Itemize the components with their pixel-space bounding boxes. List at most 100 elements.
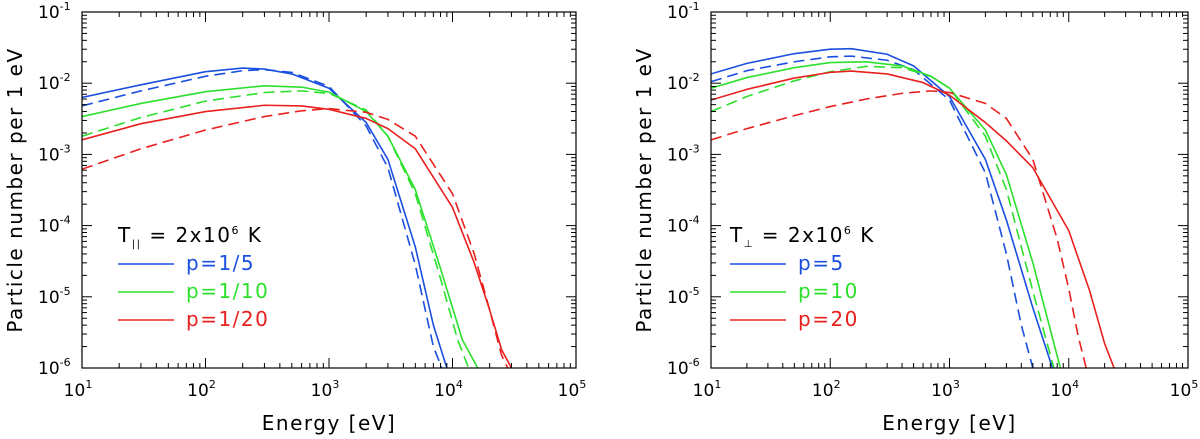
x-tick-label: 103 [311, 378, 340, 401]
x-tick-base: 10 [64, 381, 86, 401]
y-tick-base: 10 [38, 359, 60, 379]
y-tick-base: 10 [667, 359, 689, 379]
series-line-p-1-5-dashed [82, 68, 443, 368]
y-tick-base: 10 [38, 217, 60, 237]
x-tick-base: 10 [1170, 381, 1192, 401]
y-tick-base: 10 [667, 3, 689, 23]
legend-temperature-value: = 2x10 [141, 223, 231, 247]
x-tick-label: 104 [1050, 378, 1079, 401]
y-tick-exp: -5 [60, 285, 71, 298]
series-line-p-20-solid [711, 70, 1115, 368]
x-tick-label: 105 [1170, 378, 1199, 401]
series-line-p-1-5-solid [82, 67, 448, 368]
legend-temperature-symbol: T [117, 223, 132, 247]
y-tick-label: 10-6 [667, 356, 700, 379]
series-line-p-1-10-dashed [82, 90, 470, 368]
legend-temperature-exp: 6 [231, 224, 240, 237]
y-tick-base: 10 [38, 74, 60, 94]
x-tick-base: 10 [693, 381, 715, 401]
series-group [82, 67, 513, 368]
legend: T|| = 2x106 Kp=1/5 p=1/10 p=1/20 [117, 223, 269, 331]
x-tick-base: 10 [311, 381, 333, 401]
x-tick-base: 10 [187, 381, 209, 401]
x-tick-exp: 4 [456, 378, 463, 391]
y-tick-label: 10-1 [667, 0, 700, 23]
x-tick-label: 101 [64, 378, 93, 401]
y-tick-exp: -2 [60, 71, 71, 84]
y-tick-exp: -6 [689, 356, 700, 369]
y-tick-exp: -1 [689, 0, 700, 13]
legend-label: p=20 [798, 307, 859, 331]
x-axis-label: Energy [eV] [262, 411, 396, 435]
y-tick-label: 10-5 [667, 285, 700, 308]
x-tick-label: 102 [187, 378, 216, 401]
series-line-p-10-solid [711, 60, 1062, 368]
y-tick-label: 10-3 [38, 142, 71, 165]
legend-label: p=5 [798, 251, 845, 275]
y-tick-base: 10 [38, 145, 60, 165]
x-tick-base: 10 [812, 381, 834, 401]
y-tick-base: 10 [667, 288, 689, 308]
y-tick-label: 10-4 [38, 214, 71, 237]
x-tick-exp: 5 [579, 378, 586, 391]
x-tick-exp: 4 [1072, 378, 1079, 391]
x-tick-exp: 2 [834, 378, 841, 391]
series-group [711, 47, 1115, 368]
legend-temperature-subscript: || [132, 239, 142, 250]
y-tick-exp: -3 [689, 142, 700, 155]
legend-label: p=1/10 [186, 279, 269, 303]
x-tick-exp: 5 [1191, 378, 1198, 391]
legend-temperature-exp: 6 [844, 224, 853, 237]
tick-marks [81, 11, 577, 369]
legend: T⊥ = 2x106 Kp=5 p=10 p=20 [729, 223, 875, 331]
y-tick-exp: -4 [689, 214, 700, 227]
x-tick-label: 102 [812, 378, 841, 401]
legend-header: T⊥ = 2x106 K [729, 223, 875, 250]
y-tick-exp: -3 [60, 142, 71, 155]
x-tick-label: 104 [434, 378, 463, 401]
x-tick-base: 10 [558, 381, 580, 401]
legend-label: p=1/20 [186, 307, 269, 331]
x-tick-exp: 2 [209, 378, 216, 391]
y-tick-label: 10-2 [38, 71, 71, 94]
x-tick-base: 10 [1050, 381, 1072, 401]
series-line-p-10-dashed [711, 65, 1055, 368]
x-tick-base: 10 [931, 381, 953, 401]
y-tick-label: 10-2 [667, 71, 700, 94]
y-tick-exp: -6 [60, 356, 71, 369]
x-tick-label: 101 [693, 378, 722, 401]
y-tick-exp: -4 [60, 214, 71, 227]
y-tick-label: 10-4 [667, 214, 700, 237]
chart-panel-left: 101 102 103 104 10510-610-510-410-310-210-1E… [3, 0, 586, 435]
plot-frame [710, 11, 1189, 369]
y-tick-base: 10 [667, 74, 689, 94]
y-tick-label: 10-6 [38, 356, 71, 379]
x-tick-exp: 3 [953, 378, 960, 391]
x-tick-exp: 1 [85, 378, 92, 391]
series-line-p-1-20-dashed [82, 107, 509, 368]
x-tick-base: 10 [434, 381, 456, 401]
y-tick-exp: -2 [689, 71, 700, 84]
y-tick-base: 10 [667, 217, 689, 237]
legend-label: p=1/5 [186, 251, 255, 275]
plot-frame [81, 11, 577, 369]
x-tick-exp: 3 [332, 378, 339, 391]
legend-header: T|| = 2x106 K [117, 223, 262, 250]
y-tick-label: 10-3 [667, 142, 700, 165]
y-axis-label: Particle number per 1 eV [632, 47, 656, 332]
y-axis-label: Particle number per 1 eV [3, 47, 27, 332]
legend-label: p=10 [798, 279, 859, 303]
y-tick-base: 10 [38, 288, 60, 308]
series-line-p-20-dashed [711, 90, 1087, 368]
x-tick-label: 103 [931, 378, 960, 401]
legend-temperature-subscript: ⊥ [744, 239, 754, 250]
y-tick-exp: -5 [689, 285, 700, 298]
y-tick-label: 10-1 [38, 0, 71, 23]
legend-temperature-symbol: T [729, 223, 744, 247]
x-axis-label: Energy [eV] [882, 411, 1016, 435]
legend-temperature-value: = 2x10 [754, 223, 844, 247]
legend-temperature-unit: K [240, 223, 262, 247]
y-tick-exp: -1 [60, 0, 71, 13]
y-tick-label: 10-5 [38, 285, 71, 308]
